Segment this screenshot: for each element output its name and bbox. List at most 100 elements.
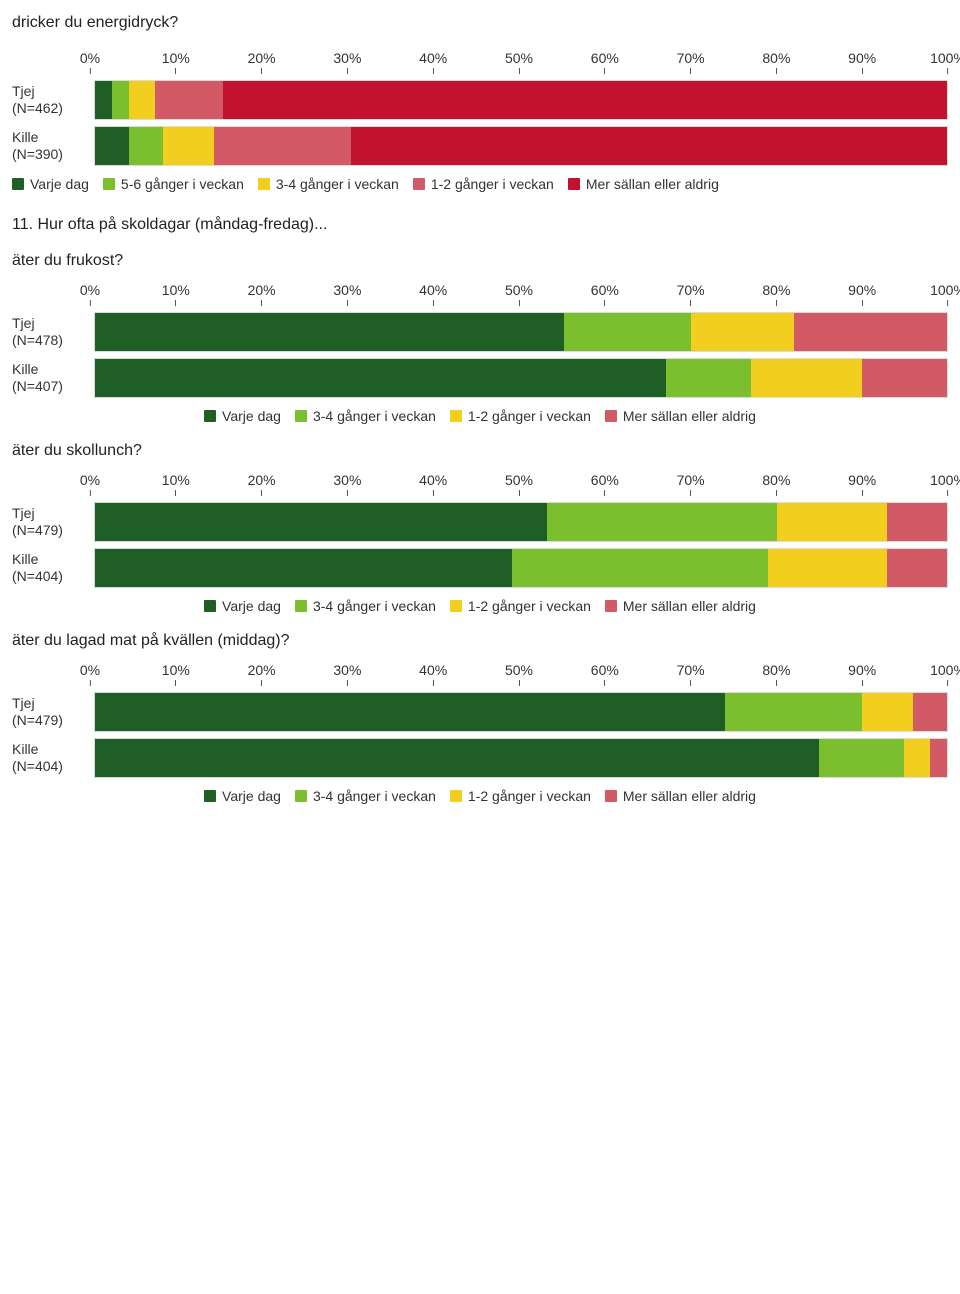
axis-tick-label: 40% xyxy=(419,50,447,66)
bar-row: Tjej(N=479) xyxy=(12,692,948,732)
axis-tick: 70% xyxy=(677,282,705,306)
bar-segment xyxy=(351,127,947,165)
bar-segment xyxy=(95,693,725,731)
legend-label: 5-6 gånger i veckan xyxy=(121,176,244,192)
axis-tick: 0% xyxy=(80,472,100,496)
legend-item: Varje dag xyxy=(204,598,281,614)
bar-segment xyxy=(768,549,887,587)
question-title-frukost: äter du frukost? xyxy=(12,252,948,270)
legend-label: 1-2 gånger i veckan xyxy=(468,788,591,804)
axis-tick-label: 30% xyxy=(333,662,361,678)
bar-segment xyxy=(777,503,888,541)
axis-tick: 20% xyxy=(248,472,276,496)
legend-item: Mer sällan eller aldrig xyxy=(605,408,756,424)
row-group-label: Tjej xyxy=(12,83,90,101)
bar-segment xyxy=(547,503,777,541)
bar-segment xyxy=(129,127,163,165)
axis-tick-label: 80% xyxy=(762,282,790,298)
legend-label: Varje dag xyxy=(222,788,281,804)
axis-tick-label: 90% xyxy=(848,50,876,66)
axis-tick-label: 10% xyxy=(162,472,190,488)
legend-swatch-icon xyxy=(295,410,307,422)
legend-item: 1-2 gånger i veckan xyxy=(450,408,591,424)
question-title-middag: äter du lagad mat på kvällen (middag)? xyxy=(12,632,948,650)
axis-tick-label: 90% xyxy=(848,282,876,298)
legend-label: 1-2 gånger i veckan xyxy=(468,408,591,424)
axis-tick: 100% xyxy=(930,472,960,496)
axis-tick-label: 30% xyxy=(333,50,361,66)
axis-tick: 60% xyxy=(591,662,619,686)
bar-row: Kille(N=404) xyxy=(12,548,948,588)
row-group-label: Kille xyxy=(12,361,90,379)
legend-item: 3-4 gånger i veckan xyxy=(258,176,399,192)
axis-tick: 60% xyxy=(591,472,619,496)
axis-tick: 40% xyxy=(419,50,447,74)
axis-row: 0%10%20%30%40%50%60%70%80%90%100% xyxy=(12,278,948,306)
legend-swatch-icon xyxy=(605,410,617,422)
legend-item: 1-2 gånger i veckan xyxy=(413,176,554,192)
axis-tick-label: 70% xyxy=(677,282,705,298)
legend-swatch-icon xyxy=(295,790,307,802)
legend-swatch-icon xyxy=(450,600,462,612)
axis-tick: 10% xyxy=(162,282,190,306)
axis-tick-label: 60% xyxy=(591,662,619,678)
legend-label: Mer sällan eller aldrig xyxy=(623,598,756,614)
axis-row: 0%10%20%30%40%50%60%70%80%90%100% xyxy=(12,46,948,74)
axis-tick: 40% xyxy=(419,282,447,306)
axis-tick-label: 20% xyxy=(248,472,276,488)
row-group-label: Kille xyxy=(12,129,90,147)
legend-label: 3-4 gånger i veckan xyxy=(313,598,436,614)
bar-segment xyxy=(95,503,547,541)
axis-tick-label: 0% xyxy=(80,662,100,678)
axis-tick-label: 30% xyxy=(333,282,361,298)
axis-tick: 70% xyxy=(677,50,705,74)
axis-tick: 100% xyxy=(930,50,960,74)
axis-tick: 30% xyxy=(333,282,361,306)
axis-tick-label: 40% xyxy=(419,662,447,678)
axis-tick: 10% xyxy=(162,662,190,686)
axis-tick: 90% xyxy=(848,282,876,306)
axis-tick-label: 60% xyxy=(591,472,619,488)
question-title-skollunch: äter du skollunch? xyxy=(12,442,948,460)
legend: Varje dag3-4 gånger i veckan1-2 gånger i… xyxy=(12,598,948,614)
axis-tick-label: 70% xyxy=(677,662,705,678)
axis-tick-label: 80% xyxy=(762,472,790,488)
bar-row: Tjej(N=462) xyxy=(12,80,948,120)
axis-tick-label: 20% xyxy=(248,50,276,66)
bar-segment xyxy=(214,127,350,165)
axis-tick: 50% xyxy=(505,282,533,306)
bar-segment xyxy=(751,359,862,397)
legend-item: Varje dag xyxy=(204,788,281,804)
axis-tick-label: 50% xyxy=(505,282,533,298)
legend-swatch-icon xyxy=(204,410,216,422)
axis-tick-label: 20% xyxy=(248,282,276,298)
bar-segment xyxy=(95,359,666,397)
axis-tick-label: 100% xyxy=(930,50,960,66)
axis-tick-label: 20% xyxy=(248,662,276,678)
axis-tick: 100% xyxy=(930,662,960,686)
bar-segment xyxy=(155,81,223,119)
legend-label: 3-4 gånger i veckan xyxy=(276,176,399,192)
legend-swatch-icon xyxy=(12,178,24,190)
legend-label: Mer sällan eller aldrig xyxy=(586,176,719,192)
axis-tick: 0% xyxy=(80,50,100,74)
section-title: 11. Hur ofta på skoldagar (måndag-fredag… xyxy=(12,216,948,234)
legend-swatch-icon xyxy=(103,178,115,190)
axis-tick: 100% xyxy=(930,282,960,306)
bar-segment xyxy=(95,313,564,351)
axis-tick-label: 40% xyxy=(419,472,447,488)
axis-tick: 90% xyxy=(848,50,876,74)
axis-tick-label: 60% xyxy=(591,282,619,298)
axis-tick: 10% xyxy=(162,50,190,74)
row-n-label: (N=404) xyxy=(12,568,90,586)
legend-item: 3-4 gånger i veckan xyxy=(295,408,436,424)
legend-label: Varje dag xyxy=(222,598,281,614)
axis-tick: 80% xyxy=(762,662,790,686)
bar-segment xyxy=(794,313,947,351)
bar-segment xyxy=(819,739,904,777)
axis-tick: 80% xyxy=(762,472,790,496)
axis-tick-label: 100% xyxy=(930,282,960,298)
axis-tick: 20% xyxy=(248,50,276,74)
legend-swatch-icon xyxy=(568,178,580,190)
axis-tick-label: 0% xyxy=(80,282,100,298)
